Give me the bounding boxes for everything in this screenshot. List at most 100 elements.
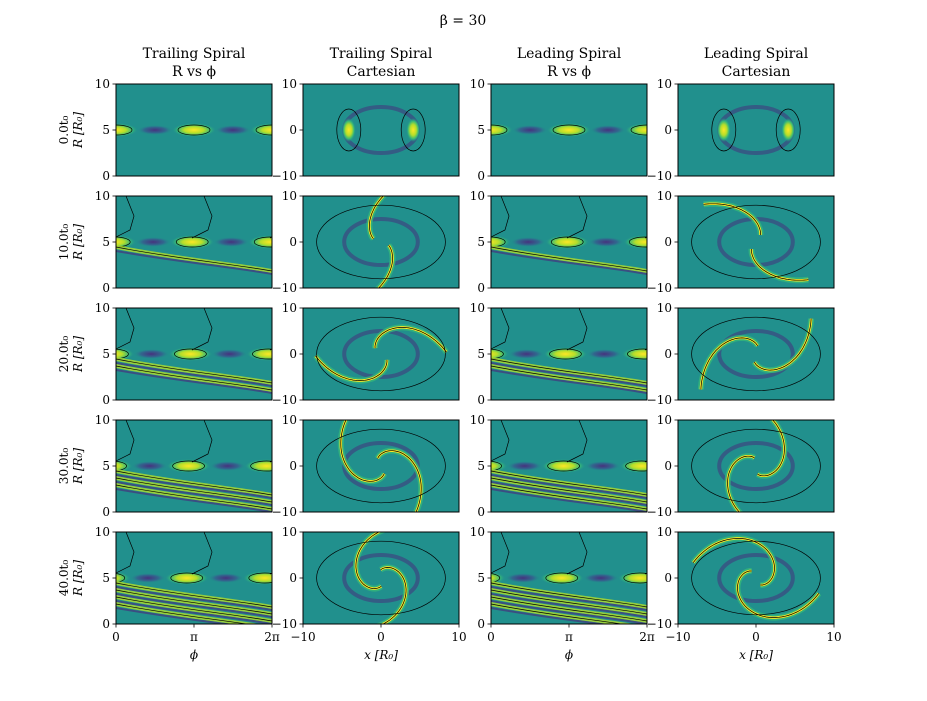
contour-line xyxy=(253,236,272,248)
contour-line xyxy=(691,428,821,504)
panel-heatmap xyxy=(491,420,647,512)
contour-line xyxy=(172,460,205,472)
contour-line xyxy=(566,308,588,351)
density-peak xyxy=(250,123,272,137)
density-trough xyxy=(211,349,248,359)
y-tick-label: 0 xyxy=(477,505,485,519)
row-label: 0.0t₀ R [R₀] xyxy=(57,112,85,149)
contour-line xyxy=(116,358,272,384)
density-peak xyxy=(623,235,647,249)
contour-line xyxy=(116,477,272,503)
row-time-label: 10.0t₀ xyxy=(57,224,71,261)
contour-line xyxy=(175,236,209,248)
density-ring xyxy=(717,553,795,603)
panel-r2-c2: 0 5 10 xyxy=(470,301,648,407)
contour-line xyxy=(491,246,647,272)
contour-line xyxy=(491,358,647,384)
row-label: 10.0t₀ R [R₀] xyxy=(57,224,85,261)
y-tick-label: 10 xyxy=(282,525,297,539)
contour-line xyxy=(248,572,272,584)
spiral-band xyxy=(491,362,647,387)
y-tick-label: 10 xyxy=(95,301,110,315)
y-tick-label: 5 xyxy=(477,235,485,249)
contour-line xyxy=(116,484,272,510)
density-trough xyxy=(133,349,170,359)
y-tick-label: 5 xyxy=(102,235,110,249)
panel-r4-c0: 0 5 10 0 π 2π ϕ xyxy=(95,525,280,662)
contour-line xyxy=(550,236,584,248)
panel-heatmap xyxy=(491,308,647,400)
density-trough xyxy=(588,237,625,247)
panel-background xyxy=(303,420,459,512)
contour-line xyxy=(355,532,382,589)
panel-r1-c1: −10 0 10 xyxy=(272,189,460,295)
contour-line xyxy=(191,532,213,575)
panel-r1-c2: 0 5 10 xyxy=(470,189,648,295)
contour-line xyxy=(377,450,422,512)
density-ring xyxy=(717,329,795,379)
density-trough xyxy=(213,237,250,247)
contour-line xyxy=(316,316,446,392)
y-tick-label: 0 xyxy=(477,169,485,183)
contour-line xyxy=(252,348,272,360)
density-peak xyxy=(619,459,647,473)
contour-line xyxy=(628,236,647,248)
contour-line xyxy=(380,567,407,624)
x-tick-label: −10 xyxy=(665,630,690,644)
column-title-line1: Leading Spiral xyxy=(517,46,622,62)
y-tick-label: 10 xyxy=(95,413,110,427)
spiral-band xyxy=(116,369,272,394)
y-tick-label: 0 xyxy=(664,235,672,249)
row-label: 30.0t₀ R [R₀] xyxy=(57,448,85,485)
density-trough xyxy=(504,573,541,583)
contour-line xyxy=(491,365,647,391)
row-time-label: 20.0t₀ xyxy=(57,336,71,373)
contour-line xyxy=(623,572,647,584)
contour-line xyxy=(116,596,272,622)
density-peak xyxy=(625,123,647,137)
y-tick-label: −10 xyxy=(272,281,297,295)
y-tick-label: 5 xyxy=(102,571,110,585)
column-title-line1: Trailing Spiral xyxy=(143,46,246,62)
panel-heatmap xyxy=(491,532,647,624)
panel-r2-c1: −10 0 10 xyxy=(272,301,460,407)
density-trough xyxy=(582,573,619,583)
panel-r4-c1: −10 0 10 −10 0 10 x [R₀] xyxy=(272,525,467,662)
spiral-band xyxy=(491,474,647,499)
contour-line xyxy=(378,245,393,288)
panel-heatmap xyxy=(678,308,834,400)
panel-background xyxy=(678,84,834,176)
x-axis-label: x [R₀] xyxy=(739,648,773,662)
column-title-line2: R vs ϕ xyxy=(547,64,591,80)
x-axis-label: x [R₀] xyxy=(364,648,398,662)
contour-line xyxy=(566,420,588,463)
y-tick-label: 0 xyxy=(102,393,110,407)
panel-heatmap xyxy=(116,84,272,176)
density-trough xyxy=(135,237,172,247)
density-peak xyxy=(491,235,512,249)
density-peak xyxy=(617,571,647,585)
panel-heatmap xyxy=(303,532,459,624)
y-tick-label: 10 xyxy=(95,189,110,203)
column-title-line2: R vs ϕ xyxy=(172,64,216,80)
y-tick-label: 0 xyxy=(477,617,485,631)
y-tick-label: −10 xyxy=(647,505,672,519)
contour-line xyxy=(191,308,213,351)
contour-line xyxy=(116,236,131,248)
contour-line xyxy=(549,348,582,360)
x-tick-label: 0 xyxy=(752,630,760,644)
contour-line xyxy=(491,596,647,622)
density-ring xyxy=(717,441,795,491)
y-tick-label: −10 xyxy=(647,617,672,631)
contour-line xyxy=(691,316,821,392)
y-tick-label: 10 xyxy=(470,77,485,91)
contour-line xyxy=(491,348,504,360)
contour-line xyxy=(316,428,446,504)
spiral-band xyxy=(116,586,272,611)
panel-r0-c0: 0 5 10 xyxy=(95,77,273,183)
contour-line xyxy=(116,582,272,608)
y-tick-label: 0 xyxy=(102,617,110,631)
y-tick-label: 0 xyxy=(289,459,297,473)
